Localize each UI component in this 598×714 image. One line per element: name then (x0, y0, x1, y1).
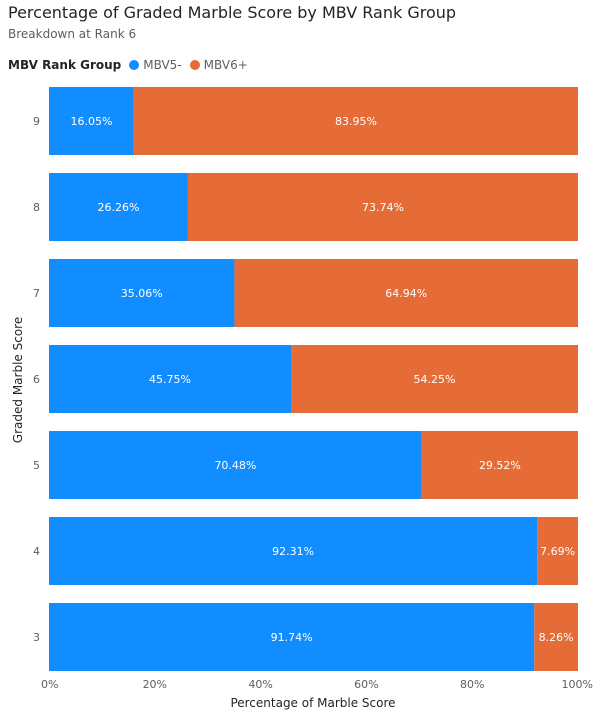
bar-mbv5-score-7[interactable] (49, 259, 235, 327)
bar-mbv6-score-7[interactable] (234, 259, 578, 327)
y-category-label-9: 9 (33, 115, 40, 128)
y-axis-title: Graded Marble Score (11, 317, 25, 443)
legend-swatch-mbv5 (129, 60, 140, 70)
legend-item-mbv5[interactable]: MBV5- (129, 58, 182, 72)
data-label-mbv6-score-3: 8.26% (539, 631, 574, 644)
bar-mbv6-score-4[interactable] (537, 517, 578, 585)
x-tick-label-80: 80% (460, 678, 484, 691)
y-category-labels: 9 8 7 6 5 4 3 (33, 115, 40, 644)
data-label-mbv5-score-7: 35.06% (121, 287, 163, 300)
bar-mbv5-score-3[interactable] (49, 603, 535, 671)
data-label-mbv5-score-4: 92.31% (272, 545, 314, 558)
data-label-mbv5-score-9: 16.05% (70, 115, 112, 128)
bar-mbv6-score-6[interactable] (291, 345, 578, 413)
x-tick-label-0: 0% (41, 678, 58, 691)
x-tick-label-40: 40% (248, 678, 272, 691)
bar-mbv5-score-5[interactable] (49, 431, 422, 499)
chart-subtitle: Breakdown at Rank 6 (8, 27, 137, 41)
y-category-label-3: 3 (33, 631, 40, 644)
legend-title: MBV Rank Group (8, 58, 122, 72)
data-label-mbv6-score-9: 83.95% (335, 115, 377, 128)
bar-mbv5-score-9[interactable] (49, 87, 134, 155)
data-label-mbv5-score-3: 91.74% (271, 631, 313, 644)
legend: MBV Rank Group MBV5- MBV6+ (8, 56, 256, 74)
legend-item-mbv6[interactable]: MBV6+ (189, 58, 248, 72)
bar-mbv5-score-8[interactable] (49, 173, 188, 241)
bars-group: 16.05% 83.95% 26.26% 73.74% 35.06% 64.94% 45.7… (49, 87, 579, 671)
data-label-mbv5-score-5: 70.48% (214, 459, 256, 472)
data-label-mbv5-score-8: 26.26% (97, 201, 139, 214)
x-tick-labels: 0% 20% 40% 60% 80% 100% (41, 678, 593, 691)
x-tick-label-100: 100% (562, 678, 593, 691)
x-tick-label-60: 60% (354, 678, 378, 691)
data-label-mbv6-score-5: 29.52% (479, 459, 521, 472)
chart-title: Percentage of Graded Marble Score by MBV… (8, 3, 457, 22)
x-axis-title: Percentage of Marble Score (230, 696, 395, 710)
bar-mbv5-score-6[interactable] (49, 345, 292, 413)
y-category-label-7: 7 (33, 287, 40, 300)
legend-label-mbv5: MBV5- (143, 58, 182, 72)
data-label-mbv6-score-7: 64.94% (385, 287, 427, 300)
x-tick-label-20: 20% (143, 678, 167, 691)
bar-mbv5-score-4[interactable] (49, 517, 538, 585)
data-label-mbv5-score-6: 45.75% (149, 373, 191, 386)
y-category-label-4: 4 (33, 545, 40, 558)
bar-mbv6-score-3[interactable] (534, 603, 578, 671)
y-category-label-5: 5 (33, 459, 40, 472)
data-label-mbv6-score-4: 7.69% (540, 545, 575, 558)
bar-mbv6-score-8[interactable] (187, 173, 579, 241)
y-category-label-8: 8 (33, 201, 40, 214)
legend-swatch-mbv6 (189, 60, 200, 70)
legend-label-mbv6: MBV6+ (203, 58, 248, 72)
bar-mbv6-score-5[interactable] (421, 431, 578, 499)
bar-mbv6-score-9[interactable] (133, 87, 578, 155)
y-category-label-6: 6 (33, 373, 40, 386)
data-label-mbv6-score-8: 73.74% (362, 201, 404, 214)
data-label-mbv6-score-6: 54.25% (414, 373, 456, 386)
